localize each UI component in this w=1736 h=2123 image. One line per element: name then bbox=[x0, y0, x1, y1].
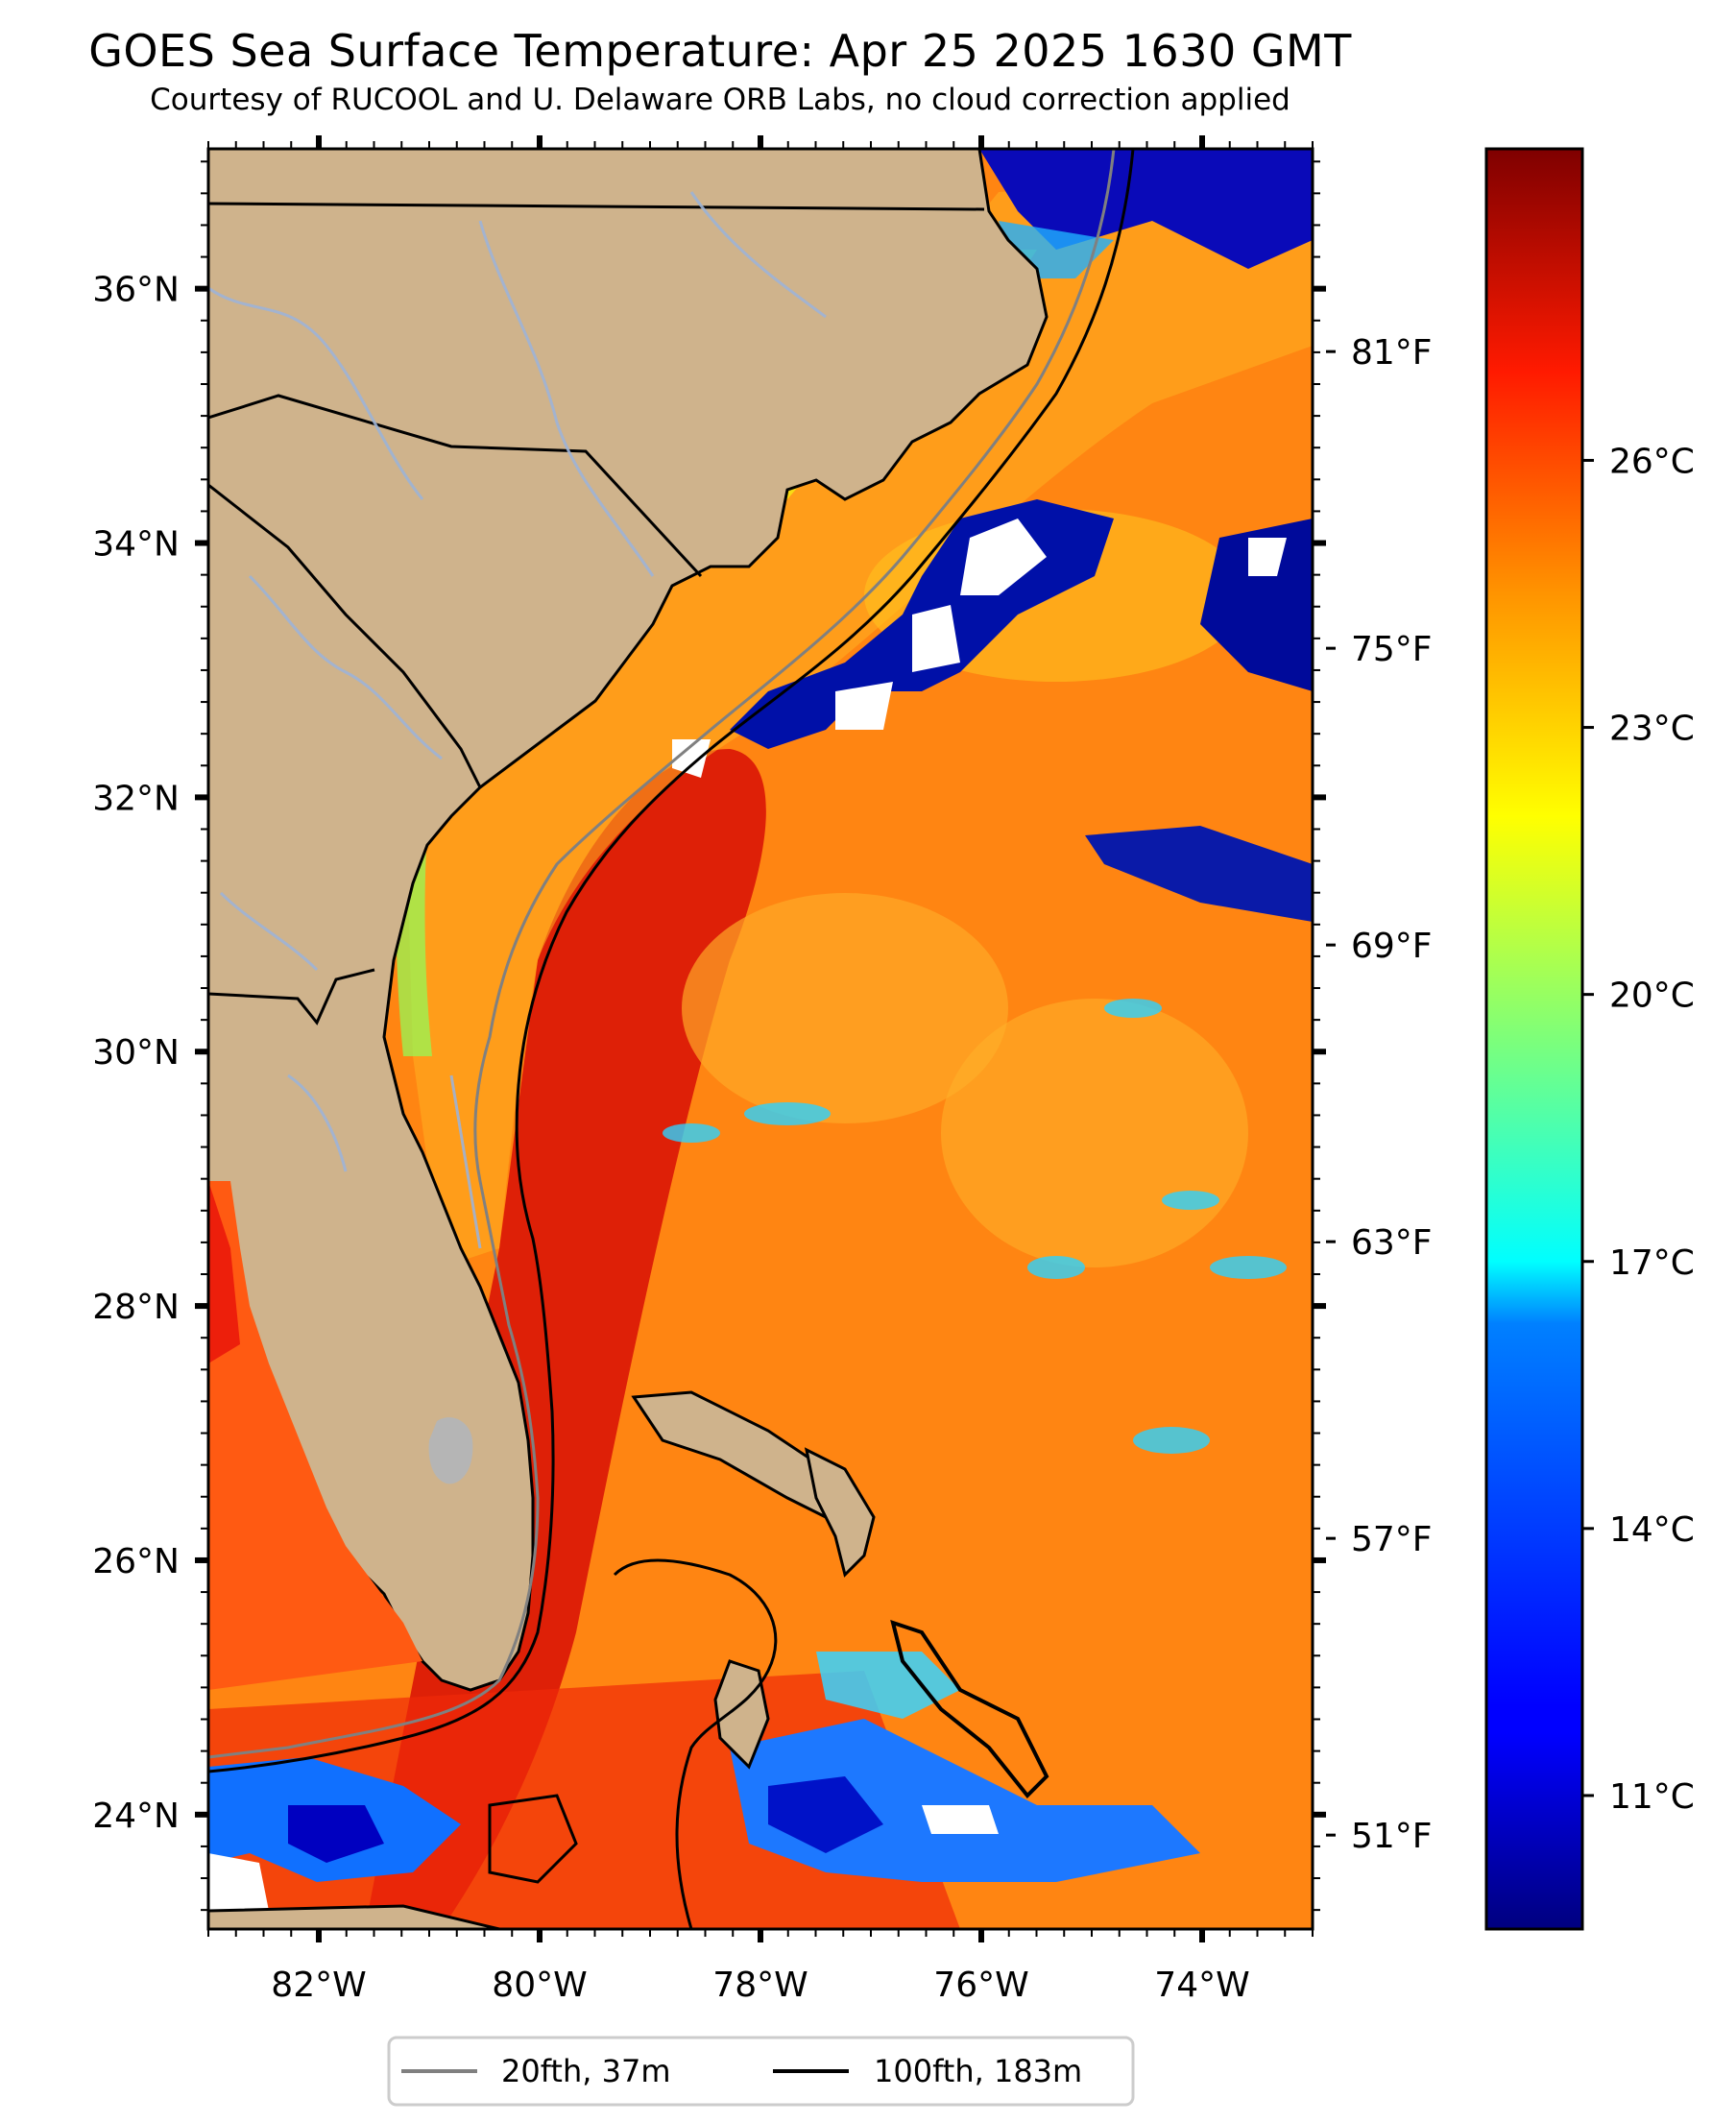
lon-tick-label: 82°W bbox=[271, 1966, 366, 2005]
lon-tick-label: 80°W bbox=[492, 1966, 587, 2005]
lon-tick-label: 74°W bbox=[1154, 1966, 1249, 2005]
land-cuba-fragment bbox=[208, 1904, 500, 1929]
sst-map bbox=[208, 149, 1313, 1929]
cloud-mask-patch bbox=[912, 605, 960, 672]
fahrenheit-tick-label: 57°F bbox=[1351, 1520, 1433, 1559]
longitude-axis: 82°W 80°W 78°W 76°W 74°W bbox=[207, 135, 1314, 2005]
legend-label-20fth: 20fth, 37m bbox=[501, 2053, 670, 2089]
legend: 20fth, 37m 100fth, 183m bbox=[387, 2036, 1135, 2107]
cold-water-south bbox=[768, 1776, 883, 1853]
shelf-water bbox=[403, 173, 1313, 1267]
lon-tick-label: 78°W bbox=[712, 1966, 808, 2005]
celsius-axis: 11°C 14°C 17°C 20°C 23°C 26°C bbox=[1582, 442, 1695, 1817]
isobath-20fth bbox=[208, 149, 1116, 1759]
fahrenheit-tick-label: 51°F bbox=[1351, 1817, 1433, 1856]
cold-water-east bbox=[1085, 826, 1313, 922]
gulf-of-mexico bbox=[208, 1181, 422, 1690]
cool-flecks bbox=[663, 999, 1287, 1454]
cloud-mask-patch bbox=[208, 1853, 269, 1911]
celsius-tick-label: 14°C bbox=[1609, 1510, 1695, 1550]
chart-subtitle: Courtesy of RUCOOL and U. Delaware ORB L… bbox=[150, 83, 1290, 117]
land-abaco bbox=[804, 1447, 876, 1578]
cloud-mask-patch bbox=[960, 519, 1047, 595]
lat-tick-label: 32°N bbox=[92, 779, 180, 818]
fahrenheit-tick-label: 63°F bbox=[1351, 1223, 1433, 1263]
celsius-tick-label: 23°C bbox=[1609, 710, 1695, 749]
isobath-100fth bbox=[208, 149, 1135, 1773]
cold-water-south bbox=[816, 1652, 960, 1719]
rivers bbox=[208, 191, 827, 1249]
isobath-100fth bbox=[613, 1558, 778, 1929]
fahrenheit-tick-label: 75°F bbox=[1351, 630, 1433, 669]
state-borders bbox=[208, 202, 985, 1025]
lat-tick-label: 34°N bbox=[92, 525, 180, 565]
cloud-mask-patch bbox=[922, 1805, 999, 1834]
cloud-mask-patch bbox=[1248, 538, 1287, 576]
land-andros bbox=[713, 1659, 770, 1770]
land-cay-sal bbox=[488, 1794, 578, 1884]
lat-tick-label: 28°N bbox=[92, 1288, 180, 1327]
fahrenheit-tick-label: 81°F bbox=[1351, 333, 1433, 373]
legend-label-100fth: 100fth, 183m bbox=[874, 2053, 1082, 2089]
land-eleuthera bbox=[890, 1619, 1049, 1798]
cloud-mask-patch bbox=[835, 682, 893, 730]
gulf-of-mexico bbox=[208, 1181, 240, 1363]
lat-tick-label: 24°N bbox=[92, 1797, 180, 1836]
lat-tick-label: 30°N bbox=[92, 1033, 180, 1073]
cloud-mask-patch bbox=[672, 739, 711, 778]
offshore-eddy bbox=[682, 893, 1008, 1123]
latitude-axis: 24°N 26°N 28°N 30°N 32°N 34°N 36°N bbox=[92, 160, 1326, 1912]
cold-water-south bbox=[288, 1805, 384, 1863]
lat-tick-label: 26°N bbox=[92, 1542, 180, 1581]
fahrenheit-tick-label: 69°F bbox=[1351, 927, 1433, 966]
cold-water-east bbox=[1200, 519, 1313, 691]
legend-box bbox=[387, 2036, 1135, 2107]
celsius-tick-label: 20°C bbox=[1609, 977, 1695, 1016]
celsius-tick-label: 11°C bbox=[1609, 1777, 1695, 1817]
colorbar bbox=[1484, 147, 1584, 1931]
offshore-eddy bbox=[941, 999, 1248, 1267]
fahrenheit-axis: 51°F 57°F 63°F 69°F 75°F 81°F bbox=[1326, 333, 1433, 1856]
celsius-tick-label: 26°C bbox=[1609, 442, 1695, 481]
lat-tick-label: 36°N bbox=[92, 271, 180, 310]
chart-title: GOES Sea Surface Temperature: Apr 25 202… bbox=[88, 25, 1352, 77]
celsius-tick-label: 17°C bbox=[1609, 1243, 1695, 1283]
lon-tick-label: 76°W bbox=[933, 1966, 1028, 2005]
lake-okeechobee bbox=[428, 1417, 473, 1484]
